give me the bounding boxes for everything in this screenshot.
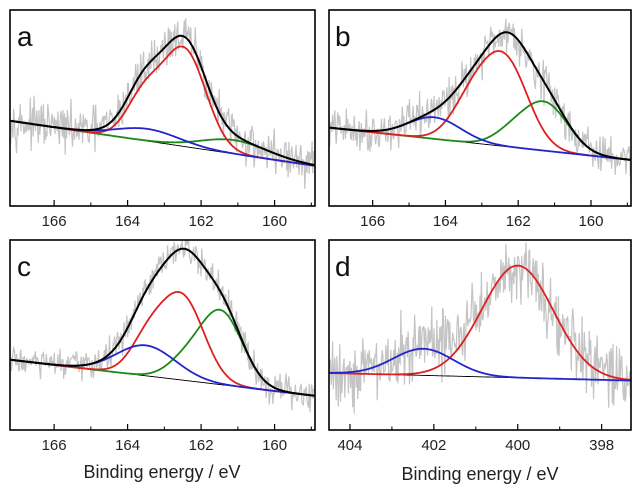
panel-b-plot: [329, 18, 631, 177]
panel-b: b 166 164 162 160: [328, 9, 632, 230]
panel-d: d 404 402 400 398: [328, 239, 632, 454]
panel-d-blue-component: [329, 347, 631, 382]
panel-a-letter: a: [17, 21, 33, 52]
x-axis-title-left: Binding energy / eV: [83, 462, 240, 482]
panel-b-ticks: 166 164 162 160: [360, 200, 628, 230]
panel-d-tick-label-404: 404: [337, 437, 362, 454]
panel-c-tick-label-166: 166: [42, 437, 67, 454]
panel-b-tick-label-160: 160: [578, 213, 603, 230]
panel-a-ticks: 166 164 162 160: [42, 200, 312, 230]
panel-c-ticks: 166 164 162 160: [42, 424, 312, 454]
panel-d-letter: d: [335, 251, 351, 282]
panel-d-red-component: [329, 264, 631, 381]
panel-c-raw-data: [10, 240, 315, 413]
panel-d-plot: [329, 242, 631, 414]
panel-b-tick-label-162: 162: [506, 213, 531, 230]
panel-b-letter: b: [335, 21, 351, 52]
panel-a-frame: [9, 9, 316, 207]
panel-c-envelope: [10, 247, 315, 397]
panel-d-tick-label-398: 398: [589, 437, 614, 454]
panel-c-frame: [9, 239, 316, 431]
panel-d-tick-label-402: 402: [421, 437, 446, 454]
panel-b-frame: [328, 9, 632, 207]
panel-b-tick-label-166: 166: [360, 213, 385, 230]
panel-c-tick-label-164: 164: [115, 437, 140, 454]
panel-a-tick-label-162: 162: [189, 213, 214, 230]
panel-a-tick-label-164: 164: [115, 213, 140, 230]
panel-b-raw-data: [329, 18, 631, 177]
panel-c-red-component: [10, 290, 315, 397]
panel-d-raw-data: [329, 242, 631, 414]
panel-a-plot: [10, 18, 315, 189]
panel-d-ticks: 404 402 400 398: [337, 424, 614, 454]
panel-d-frame: [328, 239, 632, 431]
panel-a: a 166 164 162 160: [9, 9, 316, 230]
panel-c: c 166 164 162 160: [9, 239, 316, 454]
panel-a-tick-label-166: 166: [42, 213, 67, 230]
panel-c-tick-label-162: 162: [189, 437, 214, 454]
panel-d-tick-label-400: 400: [505, 437, 530, 454]
x-axis-title-right: Binding energy / eV: [401, 464, 558, 484]
panel-a-tick-label-160: 160: [262, 213, 287, 230]
panel-c-tick-label-160: 160: [262, 437, 287, 454]
panel-c-letter: c: [17, 251, 31, 282]
panel-c-plot: [10, 240, 315, 413]
panel-b-envelope: [329, 31, 631, 161]
panel-a-envelope: [10, 34, 315, 167]
panel-b-tick-label-164: 164: [433, 213, 458, 230]
panel-a-raw-data: [10, 18, 315, 189]
